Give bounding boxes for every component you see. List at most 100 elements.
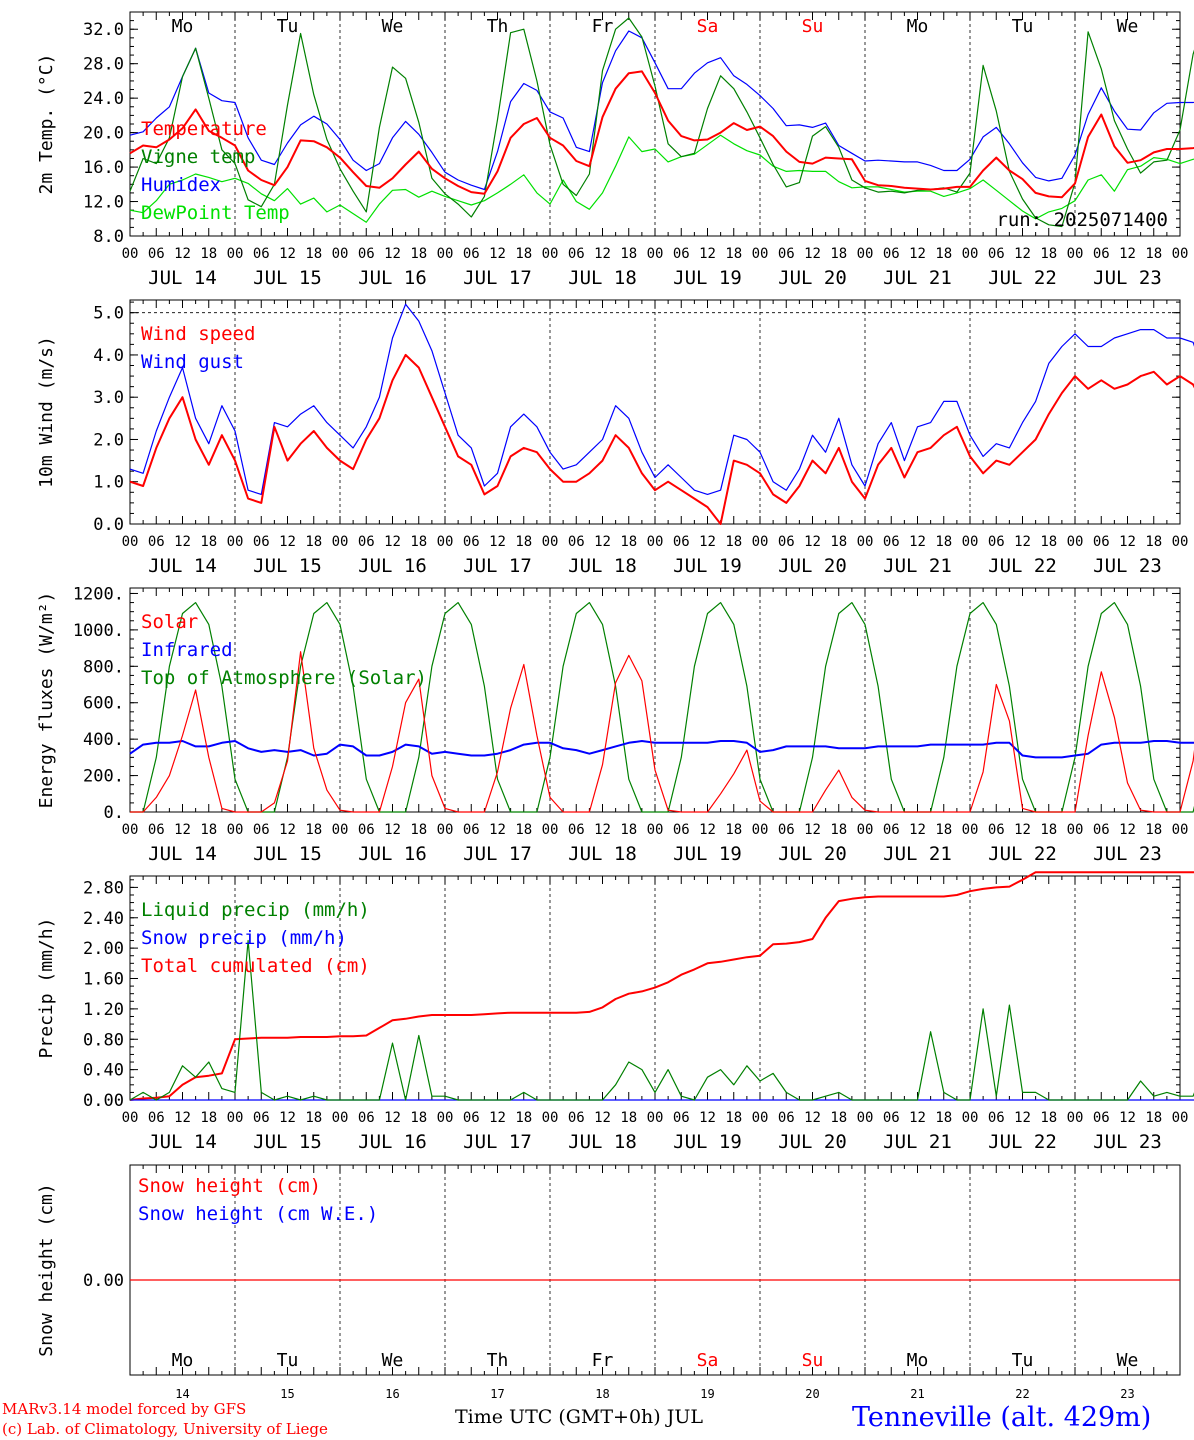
hour-tick-label: 12 [489, 534, 506, 550]
hour-tick-label: 18 [725, 1110, 742, 1126]
hour-tick-label: 06 [988, 822, 1005, 838]
hour-tick-label: 00 [962, 534, 979, 550]
hour-tick-label: 12 [384, 246, 401, 262]
hour-tick-label: 00 [122, 822, 139, 838]
hour-tick-label: 12 [804, 822, 821, 838]
weekday-label: Th [487, 1350, 509, 1371]
hour-tick-label: 18 [305, 534, 322, 550]
date-label: JUL 22 [988, 843, 1057, 865]
date-label: JUL 14 [148, 267, 217, 289]
series-line-total-cumulated-cm- [129, 871, 1194, 1101]
hour-tick-label: 06 [1093, 246, 1110, 262]
hour-tick-label: 06 [148, 822, 165, 838]
hour-tick-label: 00 [647, 1110, 664, 1126]
hour-tick-label: 06 [568, 1110, 585, 1126]
hour-tick-label: 18 [200, 246, 217, 262]
weekday-label: Mo [907, 16, 929, 37]
hour-tick-label: 12 [909, 1110, 926, 1126]
date-label: JUL 17 [463, 843, 532, 865]
hour-tick-label: 00 [752, 246, 769, 262]
y-tick-label: 4.0 [93, 346, 124, 366]
hour-tick-label: 00 [647, 822, 664, 838]
hour-tick-label: 18 [515, 822, 532, 838]
hour-tick-label: 12 [594, 1110, 611, 1126]
date-label: JUL 19 [673, 555, 742, 577]
date-label: JUL 21 [883, 843, 952, 865]
date-label: JUL 15 [253, 843, 322, 865]
weekday-label: We [382, 1350, 404, 1371]
date-label: JUL 16 [358, 843, 427, 865]
y-axis-title: 10m Wind (m/s) [36, 336, 57, 488]
y-tick-label: 5.0 [93, 304, 124, 324]
hour-tick-label: 06 [778, 822, 795, 838]
legend-entry: Snow height (cm) [138, 1175, 321, 1197]
weekday-label: Tu [277, 16, 299, 37]
hour-tick-label: 12 [174, 246, 191, 262]
hour-tick-label: 18 [935, 822, 952, 838]
weekday-label: Tu [1012, 1350, 1034, 1371]
hour-tick-label: 00 [332, 246, 349, 262]
date-label: JUL 21 [883, 555, 952, 577]
date-label: JUL 18 [568, 843, 637, 865]
hour-tick-label: 00 [542, 1110, 559, 1126]
panel-precip: 0.00 0.40 0.80 1.20 1.60 2.00 2.40 2.80 Precip (… [36, 871, 1194, 1153]
hour-tick-label: 06 [988, 534, 1005, 550]
y-tick-label: 1.60 [83, 970, 124, 990]
hour-tick-label: 06 [253, 534, 270, 550]
date-label: JUL 23 [1093, 555, 1162, 577]
hour-tick-label: 18 [515, 246, 532, 262]
series-line-humidex [129, 30, 1194, 191]
y-tick-label: 0.80 [83, 1030, 124, 1050]
hour-tick-label: 12 [279, 534, 296, 550]
legend-entry: DewPoint Temp [141, 202, 290, 224]
hour-tick-label: 18 [935, 534, 952, 550]
hour-tick-label: 18 [1145, 534, 1162, 550]
date-label: JUL 19 [673, 267, 742, 289]
hour-tick-label: 00 [542, 822, 559, 838]
date-label: JUL 16 [358, 555, 427, 577]
legend-entry: Infrared [141, 639, 233, 661]
date-label: JUL 18 [568, 267, 637, 289]
hour-tick-label: 06 [148, 1110, 165, 1126]
series-line-dewpoint-temp [129, 134, 1194, 223]
hour-tick-label: 00 [647, 534, 664, 550]
weekday-label: Mo [172, 16, 194, 37]
hour-tick-label: 00 [962, 1110, 979, 1126]
hour-tick-label: 06 [358, 534, 375, 550]
series-line-solar [130, 651, 1194, 813]
hour-tick-label: 12 [594, 534, 611, 550]
hour-tick-label: 06 [883, 822, 900, 838]
hour-tick-label: 00 [542, 246, 559, 262]
series-line-infrared [129, 740, 1194, 759]
date-label: JUL 18 [568, 555, 637, 577]
hour-tick-label: 18 [1040, 534, 1057, 550]
hour-tick-label: 06 [358, 246, 375, 262]
hour-tick-label: 18 [410, 246, 427, 262]
hour-tick-label: 18 [725, 822, 742, 838]
hour-tick-label: 06 [1093, 1110, 1110, 1126]
hour-tick-label: 18 [410, 534, 427, 550]
hour-tick-label: 12 [489, 1110, 506, 1126]
date-label: JUL 20 [778, 267, 847, 289]
hour-tick-label: 12 [174, 534, 191, 550]
date-label: JUL 18 [568, 1131, 637, 1153]
hour-tick-label: 00 [857, 246, 874, 262]
hour-tick-label: 12 [279, 1110, 296, 1126]
station-name: Tenneville (alt. 429m) [852, 1402, 1152, 1433]
hour-tick-label: 00 [122, 1110, 139, 1126]
hour-tick-label: 06 [988, 246, 1005, 262]
day-number-label: 22 [1015, 1387, 1029, 1401]
day-number-label: 17 [490, 1387, 504, 1401]
hour-tick-label: 18 [1145, 1110, 1162, 1126]
hour-tick-label: 12 [909, 246, 926, 262]
date-label: JUL 17 [463, 267, 532, 289]
hour-tick-label: 18 [200, 822, 217, 838]
hour-tick-label: 06 [883, 246, 900, 262]
hour-tick-label: 06 [463, 1110, 480, 1126]
hour-tick-label: 06 [148, 534, 165, 550]
y-tick-label: 20.0 [83, 124, 124, 144]
legend-entry: Solar [141, 611, 198, 633]
series-line-wind-gust [129, 303, 1194, 495]
hour-tick-label: 00 [1067, 822, 1084, 838]
y-tick-label: 12.0 [83, 193, 124, 213]
